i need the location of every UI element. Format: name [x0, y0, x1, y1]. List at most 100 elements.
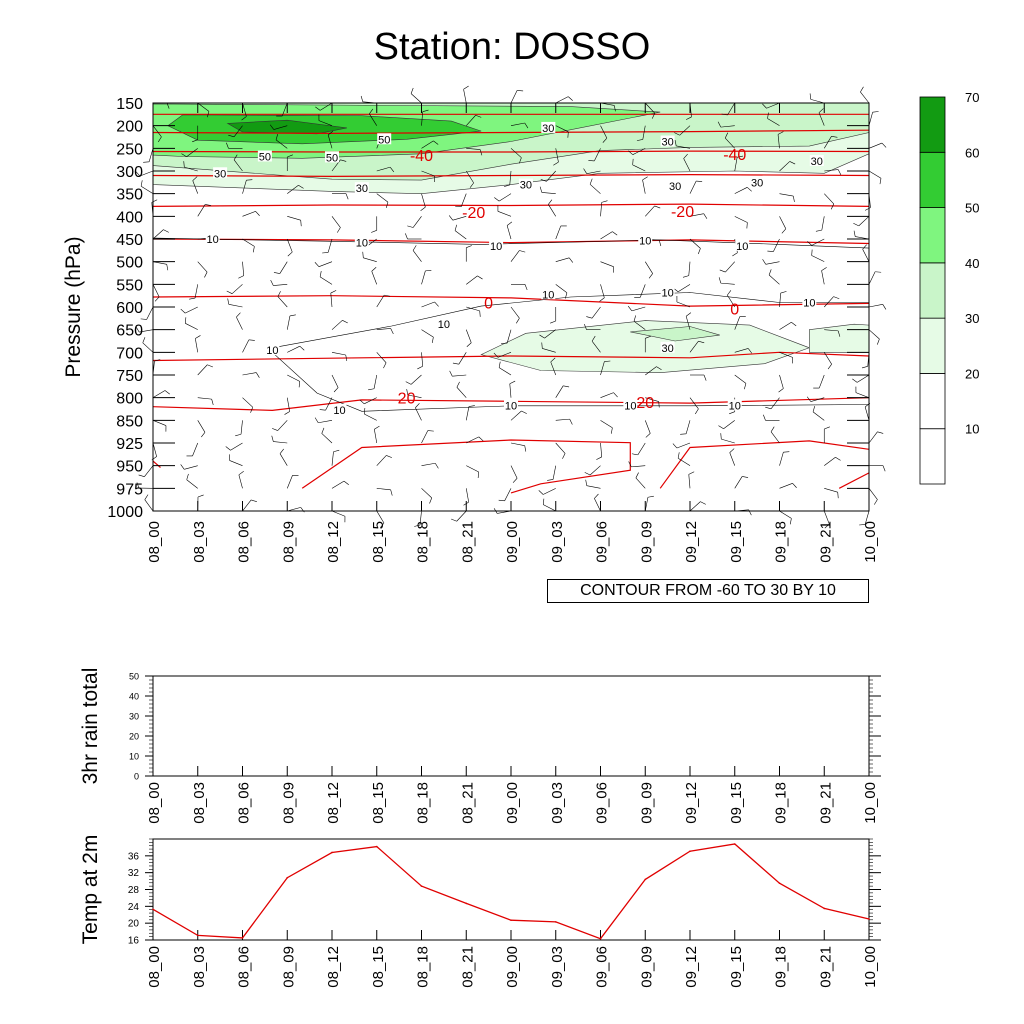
y-tick-label: 950: [116, 459, 143, 476]
contour-label-bg: [809, 155, 824, 167]
wind-barb: [510, 122, 525, 126]
wind-barb-flag: [645, 433, 651, 438]
wind-barb: [230, 442, 243, 451]
wind-barb: [364, 397, 377, 405]
wind-barb: [466, 115, 476, 126]
wind-barb-flag: [228, 134, 235, 138]
wind-barb: [542, 348, 556, 353]
wind-barb-flag: [778, 388, 784, 393]
wind-barb: [812, 411, 825, 421]
wind-barb: [242, 261, 245, 276]
wind-barb-flag: [677, 452, 680, 459]
wind-barb-flag: [674, 132, 680, 136]
wind-barb: [689, 340, 699, 353]
y-tick-label: 750: [116, 368, 143, 385]
contour-label-bg: [205, 233, 220, 244]
wind-barb-flag: [685, 312, 692, 317]
wind-barb: [734, 157, 738, 172]
wind-barb: [369, 113, 378, 126]
wind-barb: [600, 125, 608, 139]
wind-barb-flag: [703, 213, 708, 219]
contour-label-bg: [265, 344, 280, 356]
humidity-contour-label: 50: [259, 151, 271, 163]
wind-barb-flag: [768, 269, 772, 276]
y-tick-label: 40: [129, 692, 139, 702]
wind-barb-flag: [192, 176, 198, 181]
wind-barb: [589, 465, 601, 476]
wind-barb: [591, 306, 601, 319]
humidity-contour-label: 30: [662, 137, 674, 149]
wind-barb-flag: [233, 154, 238, 160]
wind-barb: [281, 102, 288, 117]
wind-barb-flag: [781, 228, 787, 234]
wind-barb: [466, 436, 479, 444]
humidity-contour-10-lower: [272, 352, 870, 412]
wind-barb: [233, 125, 243, 138]
temp-2m-point: [644, 878, 647, 881]
wind-barb: [685, 316, 691, 330]
wind-barb-flag: [553, 161, 559, 166]
x-tick-label: 09_06: [594, 521, 611, 563]
wind-barb-flag: [330, 290, 337, 294]
wind-barb: [331, 352, 346, 356]
x-tick-label: 09_18: [773, 521, 790, 563]
x-tick-label: 08_03: [191, 782, 208, 824]
y-tick-label: 550: [116, 277, 143, 294]
wind-barb: [779, 452, 784, 466]
contour-label-bg: [541, 288, 556, 300]
x-tick-label: 08_15: [370, 946, 387, 988]
x-tick-label: 08_06: [236, 521, 253, 563]
wind-barb-flag: [831, 136, 838, 138]
wind-barb: [236, 316, 243, 330]
wind-barb: [197, 261, 208, 273]
wind-barb: [376, 193, 389, 203]
wind-barb-flag: [362, 251, 364, 258]
wind-barb: [600, 202, 603, 217]
humidity-contour-label: 30: [214, 168, 226, 180]
wind-barb: [864, 510, 870, 525]
wind-barb: [242, 397, 253, 408]
wind-barb-flag: [830, 203, 835, 210]
wind-barb-flag: [876, 338, 880, 345]
wind-barb: [458, 352, 467, 365]
wind-barb: [779, 352, 793, 358]
temp-2m-point: [152, 908, 154, 911]
wind-barb: [421, 140, 434, 149]
wind-barb-flag: [205, 204, 212, 206]
wind-barb: [555, 418, 570, 421]
x-tick-label: 08_12: [325, 782, 342, 824]
wind-barb-flag: [837, 492, 839, 499]
wind-barb: [864, 406, 870, 421]
wind-barb-flag: [742, 476, 749, 478]
wind-barb: [725, 261, 735, 273]
wind-barb: [546, 170, 556, 182]
wind-barb: [152, 420, 167, 426]
wind-barb-flag: [859, 524, 866, 526]
wind-barb-flag: [314, 262, 320, 267]
wind-barb-flag: [791, 322, 797, 327]
wind-barb-flag: [807, 241, 812, 246]
y-tick-label: 16: [128, 936, 140, 947]
wind-barb-flag: [371, 267, 377, 272]
wind-barb-flag: [298, 381, 301, 388]
contour-label-bg: [750, 176, 765, 188]
wind-barb-flag: [248, 339, 255, 341]
wind-barb-flag: [435, 463, 439, 469]
wind-barb: [376, 294, 385, 308]
wind-barb: [824, 193, 835, 205]
wind-barb-flag: [599, 297, 605, 302]
y-axis-label: Pressure (hPa): [62, 236, 85, 377]
contour-label-bg: [623, 399, 638, 411]
colorbar-bin: [919, 207, 946, 264]
wind-barb-flag: [539, 334, 545, 339]
wind-barb-flag: [235, 433, 242, 437]
wind-barb: [497, 211, 512, 217]
wind-barb: [631, 306, 646, 312]
y-tick-label: 850: [116, 413, 143, 430]
humidity-contour-label: 30: [542, 123, 554, 135]
wind-barb-flag: [454, 224, 457, 231]
wind-barb: [823, 136, 832, 149]
wind-barb-flag: [747, 348, 753, 354]
y-tick-label: 600: [116, 300, 143, 317]
